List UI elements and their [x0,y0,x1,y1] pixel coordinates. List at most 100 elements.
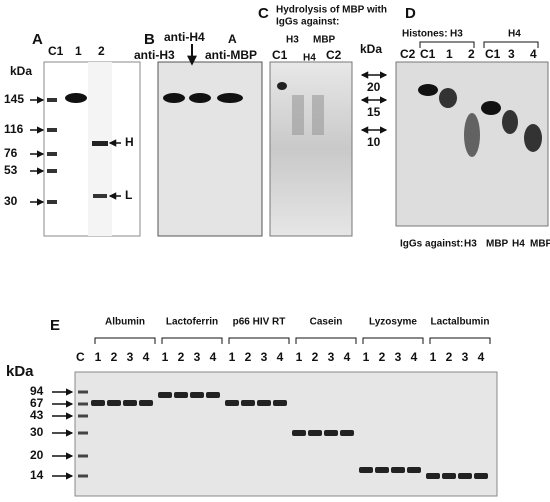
marker-label: 67 [30,396,44,410]
band-label: H [125,135,134,149]
panel-label: E [50,317,60,334]
lane-number: 1 [162,350,169,364]
igg: MBP [530,239,550,250]
band [277,82,287,90]
lane-number: 3 [395,350,402,364]
lane-label: H4 [303,53,316,64]
band [407,467,421,473]
antibody: anti-H3 [134,48,175,62]
marker-label: 30 [30,425,44,439]
panel-label: D [405,5,416,22]
marker-band [78,431,88,435]
lane [88,62,112,236]
group-label: MBP [313,35,336,46]
lane-number: 2 [111,350,118,364]
band [91,400,105,406]
band [391,467,405,473]
band [458,473,472,479]
bracket [362,337,424,344]
band [93,194,107,198]
band [107,400,121,406]
lane-number: 3 [127,350,134,364]
lane-number: 4 [478,350,485,364]
histone: H3 [450,29,463,40]
band [474,473,488,479]
marker-label: 145 [4,92,24,106]
bracket [295,337,357,344]
band [190,392,204,398]
smear [312,95,324,135]
band [308,430,322,436]
band [65,93,87,103]
band [257,400,271,406]
marker-label: 10 [367,135,381,149]
lane-number: 4 [210,350,217,364]
band [206,392,220,398]
band [439,88,457,108]
band [481,101,501,115]
lane-number: 2 [312,350,319,364]
title: IgGs against: [276,17,339,28]
histones-label: Histones: [402,29,448,40]
lane-label: 1 [75,44,82,58]
marker-label: 116 [4,122,24,136]
marker-band [47,98,57,102]
protein-name: Lactoferrin [166,317,218,328]
igg: H4 [512,239,525,250]
lane-label: 4 [530,47,537,61]
protein-name: p66 HIV RT [233,317,286,328]
marker-band [78,390,88,394]
band [324,430,338,436]
lane-number: 2 [178,350,185,364]
lane-label: C1 [485,47,501,61]
igg: H3 [464,239,477,250]
protein-name: Lactalbumin [431,317,490,328]
lane-label: C2 [400,47,416,61]
panel-label: C [258,5,269,22]
marker-label: 76 [4,146,18,160]
band [524,124,542,152]
lane-number: 3 [462,350,469,364]
lane-number: 3 [261,350,268,364]
lane-number: 4 [411,350,418,364]
smear [292,95,304,135]
band [225,400,239,406]
lane-label: 1 [446,47,453,61]
band [189,93,211,103]
bracket [94,337,156,344]
lane-label: C2 [326,48,342,62]
unit: kDa [360,42,382,56]
band [174,392,188,398]
marker-label: 20 [367,80,381,94]
lane-number: 1 [229,350,236,364]
panel-label: B [144,31,155,48]
antibody: A [228,32,237,46]
band [442,473,456,479]
band [92,141,108,146]
lane-label: 3 [508,47,515,61]
histone: H4 [508,29,521,40]
marker-band [47,169,57,173]
marker-label: 94 [30,384,44,398]
lane-number: 1 [296,350,303,364]
lane-number: 3 [194,350,201,364]
marker-label: 30 [4,194,18,208]
lane-label: 2 [98,44,105,58]
marker-label: 53 [4,163,18,177]
marker-band [47,152,57,156]
marker-band [78,414,88,418]
band [273,400,287,406]
marker-label: 43 [30,408,44,422]
band [163,93,185,103]
band [340,430,354,436]
lane-number: 1 [363,350,370,364]
panel-label: A [32,31,43,48]
marker-label: 20 [30,448,44,462]
band-label: L [125,188,132,202]
protein-name: Lyzosyme [369,317,417,328]
lane-number: 4 [344,350,351,364]
lane-number: 2 [446,350,453,364]
